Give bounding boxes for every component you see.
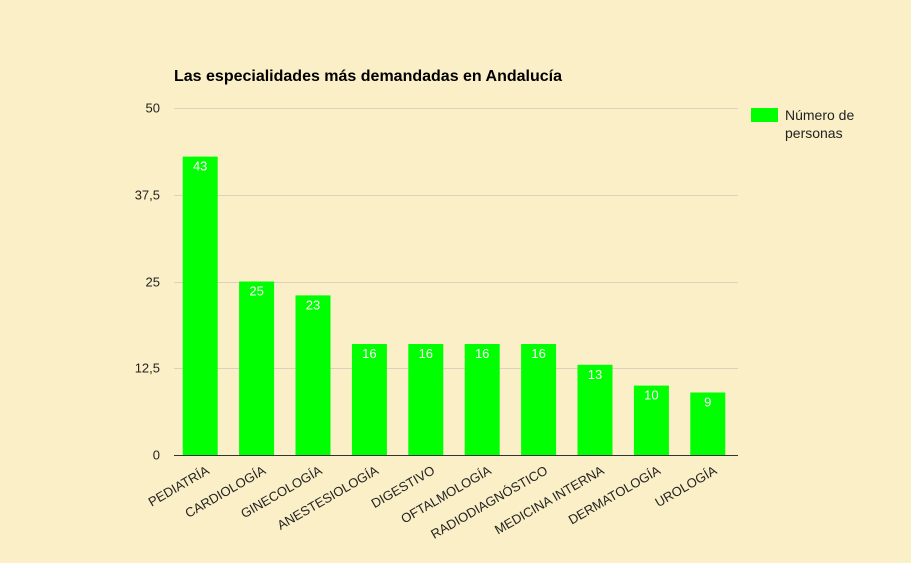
legend-label-line-1: Número de — [785, 107, 854, 123]
bar — [182, 156, 218, 455]
y-tick-label: 50 — [146, 101, 160, 116]
data-label: 16 — [475, 346, 489, 361]
y-tick-label: 0 — [153, 448, 160, 463]
data-label: 16 — [419, 346, 433, 361]
bar — [239, 281, 275, 455]
x-tick-label: UROLOGÍA — [652, 462, 719, 509]
data-label: 23 — [306, 297, 320, 312]
data-label: 10 — [644, 388, 658, 403]
data-label: 16 — [531, 346, 545, 361]
bar — [577, 364, 613, 455]
bars — [182, 156, 726, 455]
chart-title: Las especialidades más demandadas en And… — [174, 68, 562, 85]
bar — [351, 344, 387, 455]
data-label: 43 — [193, 159, 207, 174]
legend-swatch — [751, 108, 778, 122]
legend: Número de personas — [751, 107, 854, 141]
bar — [633, 385, 669, 455]
bar — [408, 344, 444, 455]
data-label: 16 — [362, 346, 376, 361]
bar — [690, 392, 726, 455]
bar — [464, 344, 500, 455]
bar — [295, 295, 331, 455]
data-label: 9 — [704, 395, 711, 410]
x-tick-label: DERMATOLOGÍA — [566, 462, 663, 527]
y-axis-ticks: 0 12,5 25 37,5 50 — [135, 101, 160, 463]
data-label: 25 — [249, 284, 263, 299]
x-axis-ticks: PEDIATRÍACARDIOLOGÍAGINECOLOGÍAANESTESIO… — [146, 462, 720, 541]
y-tick-label: 37,5 — [135, 188, 160, 203]
data-labels: 43 25 23 16 16 16 16 13 10 9 — [193, 159, 711, 410]
y-tick-label: 12,5 — [135, 361, 160, 376]
data-label: 13 — [588, 367, 602, 382]
legend-label-line-2: personas — [785, 125, 843, 141]
x-tick-label: ANESTESIOLOGÍA — [275, 462, 382, 532]
bar — [521, 344, 557, 455]
y-tick-label: 25 — [146, 275, 160, 290]
